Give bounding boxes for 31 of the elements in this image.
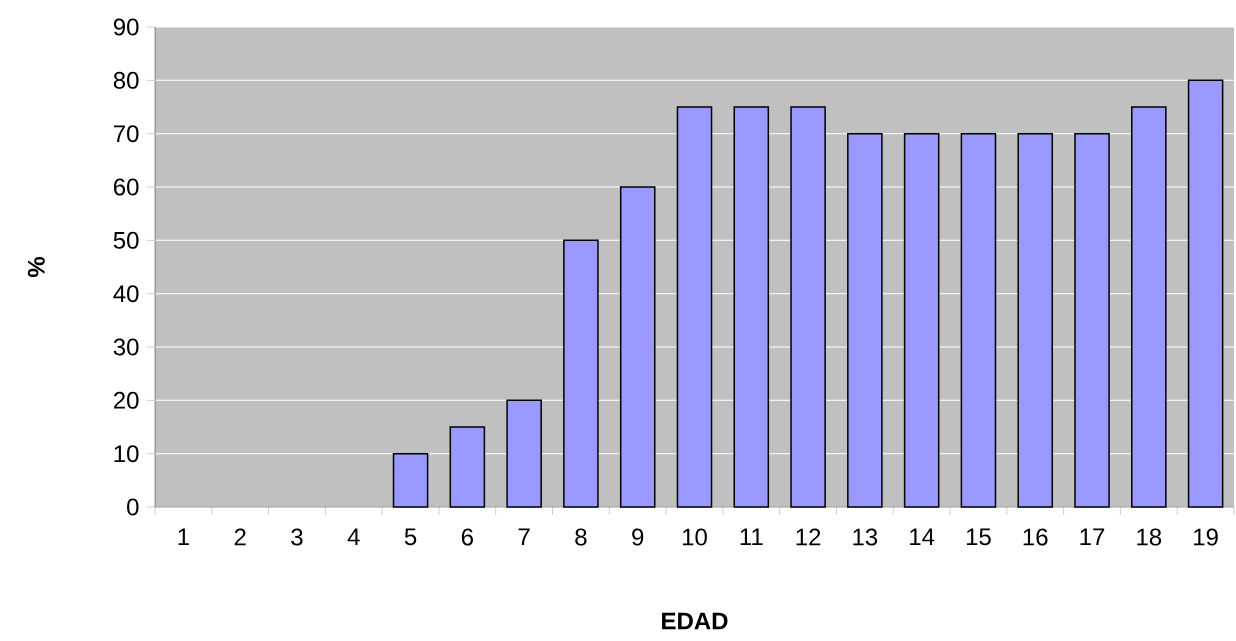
y-axis-title: % [27,256,45,278]
x-tick-label: 16 [1023,528,1048,546]
x-tick-label: 4 [347,528,360,546]
x-tick-label: 14 [910,528,935,546]
y-tick-label: 60 [114,178,139,196]
y-tick-label: 90 [113,18,139,36]
x-tick-label: 7 [518,528,530,546]
x-tick-label: 10 [682,528,707,546]
x-tick-label: 11 [740,528,763,546]
x-axis-title: EDAD [662,612,728,630]
x-tick-label: 5 [404,528,417,546]
y-tick-label: 10 [114,445,139,463]
x-tick-label: 12 [796,528,821,546]
x-tick-label: 15 [966,528,991,546]
x-tick-label: 18 [1137,528,1162,546]
x-tick-label: 2 [234,528,246,546]
x-tick-label: 17 [1080,528,1105,546]
y-tick-label: 70 [114,125,139,143]
x-tick-label: 1 [178,528,189,546]
x-tick-label: 9 [632,528,644,546]
x-tick-label: 8 [575,528,587,546]
x-tick-label: 13 [853,528,878,546]
x-tick-label: 6 [461,528,473,546]
x-tick-label: 3 [291,528,303,546]
y-tick-label: 0 [127,498,139,516]
y-tick-label: 30 [113,338,139,356]
y-tick-label: 40 [113,285,139,303]
y-tick-label: 50 [113,231,139,249]
x-tick-label: 19 [1194,528,1218,546]
y-tick-label: 80 [113,71,139,89]
y-tick-label: 20 [113,391,139,409]
